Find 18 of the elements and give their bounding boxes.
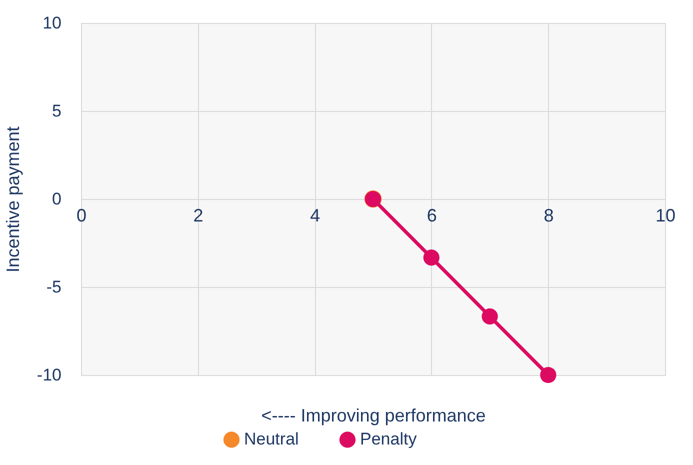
x-tick-label: 2	[193, 206, 204, 226]
point	[540, 366, 556, 384]
y-tick-label: 0	[52, 190, 62, 208]
y-axis-title: Incentive payment	[2, 126, 23, 273]
point	[482, 308, 498, 324]
legend-label: Penalty	[360, 430, 418, 449]
y-tick-label: 10	[42, 14, 62, 32]
x-tick-label: 4	[310, 206, 320, 226]
x-tick-label: 10	[655, 206, 676, 226]
x-tick-label: 8	[544, 206, 554, 226]
point	[423, 250, 440, 266]
x-tick-label: 6	[426, 206, 437, 226]
x-axis-title: <---- Improving performance	[261, 406, 486, 426]
x-tick-label: 0	[76, 206, 87, 226]
legend-label: Neutral	[244, 430, 299, 449]
y-tick-label: 5	[52, 102, 62, 120]
y-tick-label: -5	[46, 278, 62, 296]
y-tick-label: -10	[36, 366, 62, 384]
